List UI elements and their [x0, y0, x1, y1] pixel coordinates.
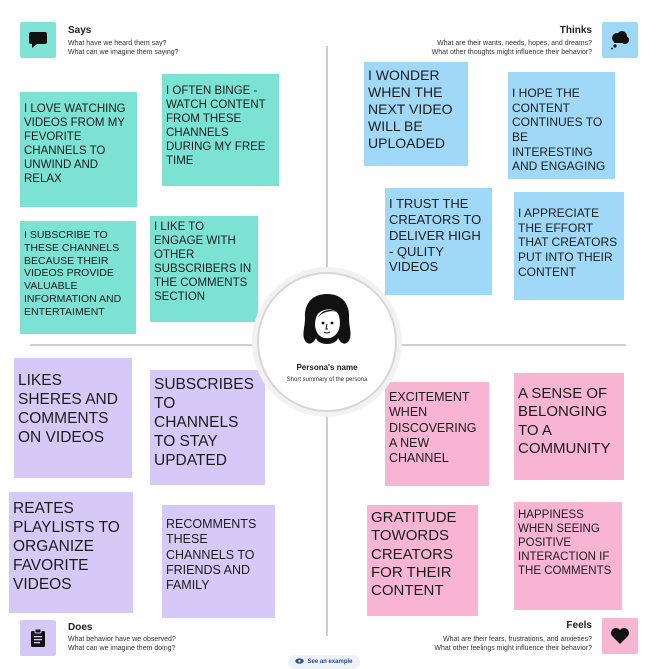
- thinks-question-1: What are their wants, needs, hopes, and …: [437, 40, 592, 47]
- thought-cloud-icon: [602, 22, 638, 58]
- persona-name[interactable]: Persona's name: [296, 363, 358, 372]
- sticky-note[interactable]: I like to engage with other subscribers …: [150, 216, 258, 322]
- sticky-note[interactable]: reates playlists to organize favorite vi…: [9, 492, 133, 613]
- does-title: Does: [68, 622, 93, 633]
- says-title: Says: [68, 25, 92, 36]
- feels-title: Feels: [566, 620, 592, 631]
- eye-icon: [295, 658, 305, 666]
- feels-question-2: What other feelings might influence thei…: [434, 645, 592, 652]
- sticky-note[interactable]: I love watching videos from my fevorite …: [20, 92, 137, 207]
- sticky-note[interactable]: Subscribes to channels to stay updated: [150, 370, 265, 485]
- see-example-label: See an example: [307, 659, 353, 665]
- thinks-title: Thinks: [559, 25, 592, 36]
- sticky-note[interactable]: I hope the content continues to be inter…: [508, 72, 615, 179]
- sticky-note[interactable]: I subscribe to these channels because th…: [20, 221, 136, 334]
- sticky-note[interactable]: likes sheres and comments on videos: [14, 358, 132, 478]
- says-question-2: What can we imagine them saying?: [68, 49, 179, 56]
- clipboard-icon: [20, 620, 56, 656]
- sticky-note[interactable]: I wonder when the next video will be upl…: [364, 62, 468, 166]
- sticky-note[interactable]: gratitude towords creators for their con…: [367, 505, 478, 616]
- persona-avatar-icon: [296, 290, 358, 352]
- heart-icon: [602, 618, 638, 654]
- speech-bubble-icon: [20, 22, 56, 58]
- sticky-note[interactable]: recomments these channels to friends and…: [162, 505, 275, 618]
- thinks-question-2: What other thoughts might influence thei…: [431, 49, 592, 56]
- see-example-button[interactable]: See an example: [288, 655, 360, 669]
- sticky-note[interactable]: Excitement when discovering a new channe…: [385, 382, 489, 486]
- sticky-note[interactable]: I often binge - watch content from these…: [162, 74, 279, 186]
- does-question-1: What behavior have we observed?: [68, 636, 176, 643]
- sticky-note[interactable]: happiness when seeing positive interacti…: [514, 502, 622, 610]
- feels-question-1: What are their fears, frustrations, and …: [442, 636, 592, 643]
- does-question-2: What can we imagine them doing?: [68, 645, 176, 652]
- persona-summary[interactable]: Short summary of the persona: [286, 377, 368, 383]
- sticky-note[interactable]: a sense of belonging to a community: [514, 373, 624, 480]
- sticky-note[interactable]: I appreciate the effort that creators pu…: [514, 192, 624, 300]
- says-question-1: What have we heard them say?: [68, 40, 167, 47]
- sticky-note[interactable]: I trust the creators to deliver high - q…: [385, 188, 492, 295]
